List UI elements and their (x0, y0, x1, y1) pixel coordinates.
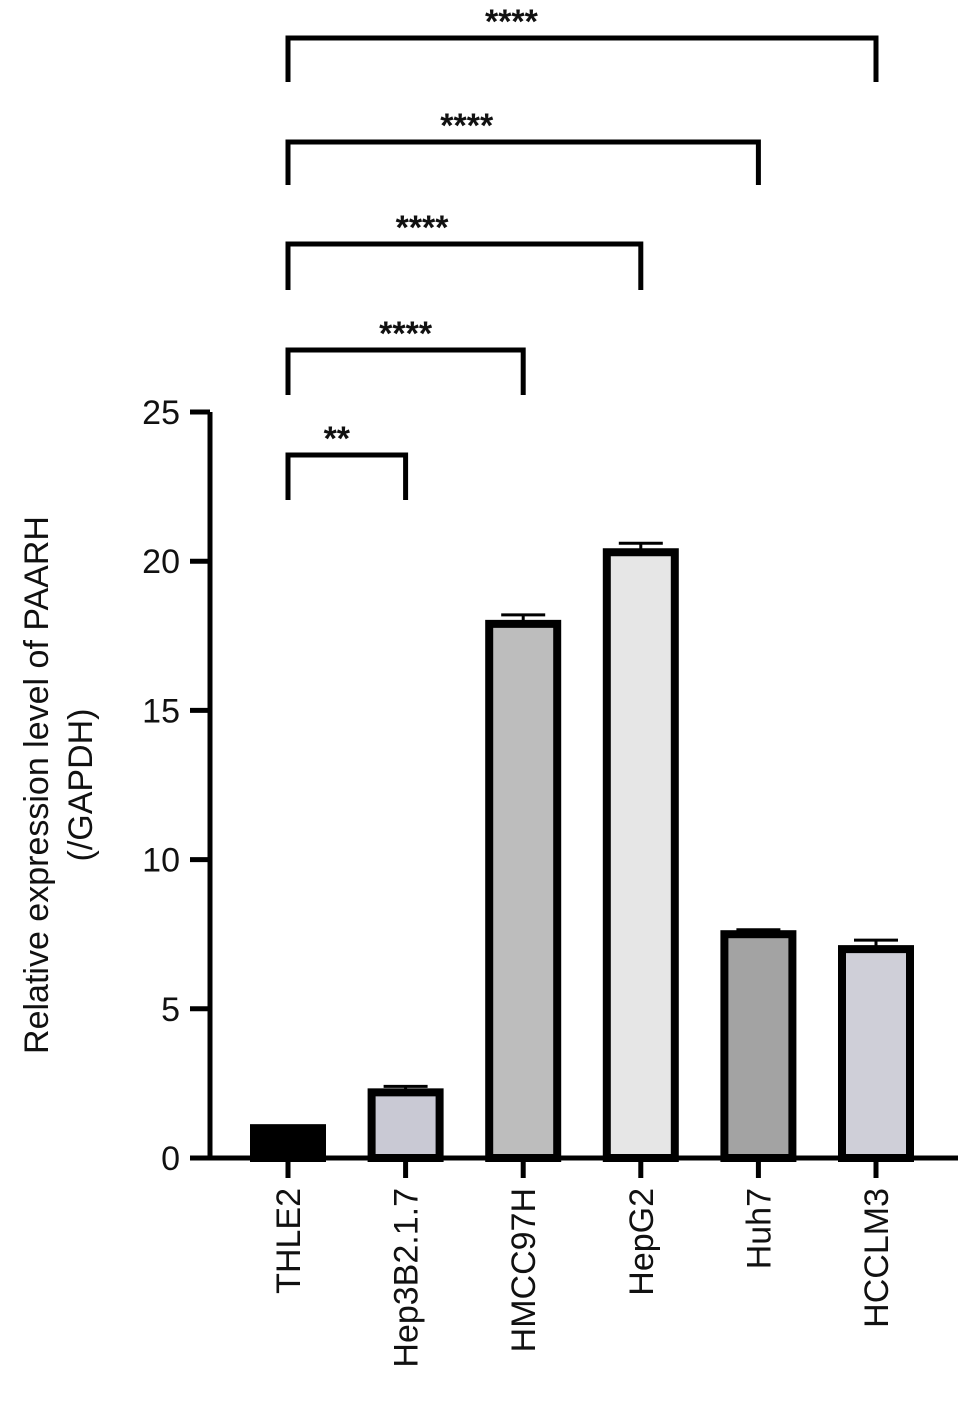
y-tick-label: 0 (161, 1140, 180, 1178)
y-axis-title: Relative expression level of PAARH (/GAP… (18, 516, 100, 1054)
y-tick-label: 15 (142, 692, 180, 730)
x-tick-label: HCCLM3 (858, 1188, 896, 1328)
y-tick-label: 10 (142, 842, 180, 880)
significance-label: ** (324, 420, 351, 458)
x-tick-label: HepG2 (623, 1188, 661, 1296)
y-axis-title-line-1: Relative expression level of PAARH (18, 516, 56, 1054)
significance-bracket (285, 139, 761, 185)
significance-bracket (285, 35, 879, 82)
bar-thle2 (250, 1124, 326, 1163)
bar-hep3b2-1-7 (367, 1088, 444, 1163)
significance-label: **** (440, 107, 494, 145)
y-axis-title-line-2: (/GAPDH) (62, 709, 100, 862)
x-tick-label: THLE2 (270, 1188, 308, 1294)
bar-huh7 (720, 930, 797, 1163)
x-tick-label: Huh7 (740, 1188, 778, 1269)
significance-label: **** (396, 209, 450, 247)
significance-label: **** (379, 315, 433, 353)
significance-bracket (285, 347, 526, 395)
bar-hepg2 (602, 548, 679, 1162)
bar-hcclm3 (838, 945, 914, 1162)
y-tick-label: 5 (161, 991, 180, 1029)
significance-bracket (285, 241, 644, 290)
significance-label: **** (485, 3, 539, 41)
x-tick-label: HMCC97H (505, 1188, 543, 1352)
bar-hmcc97h (485, 619, 562, 1162)
y-tick-label: 25 (142, 394, 180, 432)
x-tick-label: Hep3B2.1.7 (388, 1188, 426, 1368)
significance-bracket (285, 452, 409, 500)
y-tick-label: 20 (142, 543, 180, 581)
